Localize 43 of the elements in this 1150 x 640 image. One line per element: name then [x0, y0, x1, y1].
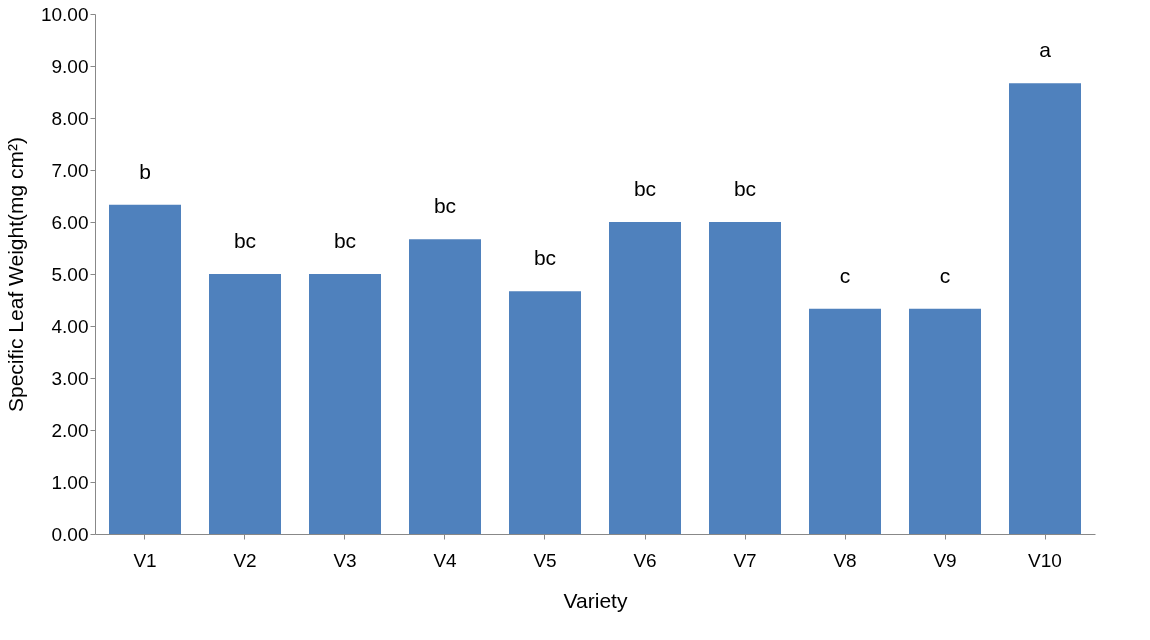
annotation: bc [433, 194, 457, 218]
annotation: bc [633, 177, 657, 200]
y-tick-label: 1.00 [51, 471, 89, 493]
x-tick-label: V6 [633, 549, 657, 571]
annotation: bc [533, 246, 557, 270]
x-tick-label: V4 [433, 549, 458, 571]
y-axis-title: Specific Leaf Weight(mg cm²) [3, 136, 27, 413]
bar [809, 308, 881, 534]
y-tick-label: 9.00 [51, 55, 89, 77]
x-tick-label: V2 [233, 549, 257, 571]
bar [709, 222, 781, 534]
y-tick-label: 4.00 [51, 315, 89, 337]
bar [909, 308, 981, 534]
x-tick-label: V7 [733, 549, 757, 571]
annotation: bc [233, 229, 257, 252]
y-tick-label: 10.00 [40, 3, 89, 25]
bar [209, 274, 281, 534]
annotation: c [839, 263, 851, 287]
x-tick-label: V9 [933, 549, 957, 571]
annotation: a [1039, 38, 1052, 62]
annotation: c [939, 263, 951, 287]
y-tick-label: 3.00 [51, 367, 89, 389]
y-tick-label: 2.00 [51, 419, 89, 441]
x-tick-label: V3 [333, 549, 357, 571]
bar [309, 274, 381, 534]
y-tick-label: 8.00 [51, 107, 89, 129]
bar [509, 291, 581, 534]
y-tick-label: 5.00 [51, 263, 89, 285]
y-tick-label: 6.00 [51, 211, 89, 233]
y-tick-label: 7.00 [51, 159, 89, 181]
annotation: b [139, 159, 151, 183]
bar [1009, 83, 1081, 534]
bar [409, 239, 481, 534]
bar [109, 204, 181, 534]
x-axis-title: Variety [563, 588, 628, 612]
x-tick-label: V10 [1028, 549, 1062, 571]
x-tick-label: V5 [533, 549, 557, 571]
annotation: bc [733, 177, 757, 200]
x-tick-label: V8 [833, 549, 857, 571]
y-tick-label: 0.00 [51, 523, 89, 545]
bar [609, 222, 681, 534]
annotation: bc [333, 229, 357, 252]
x-tick-label: V1 [133, 549, 157, 571]
